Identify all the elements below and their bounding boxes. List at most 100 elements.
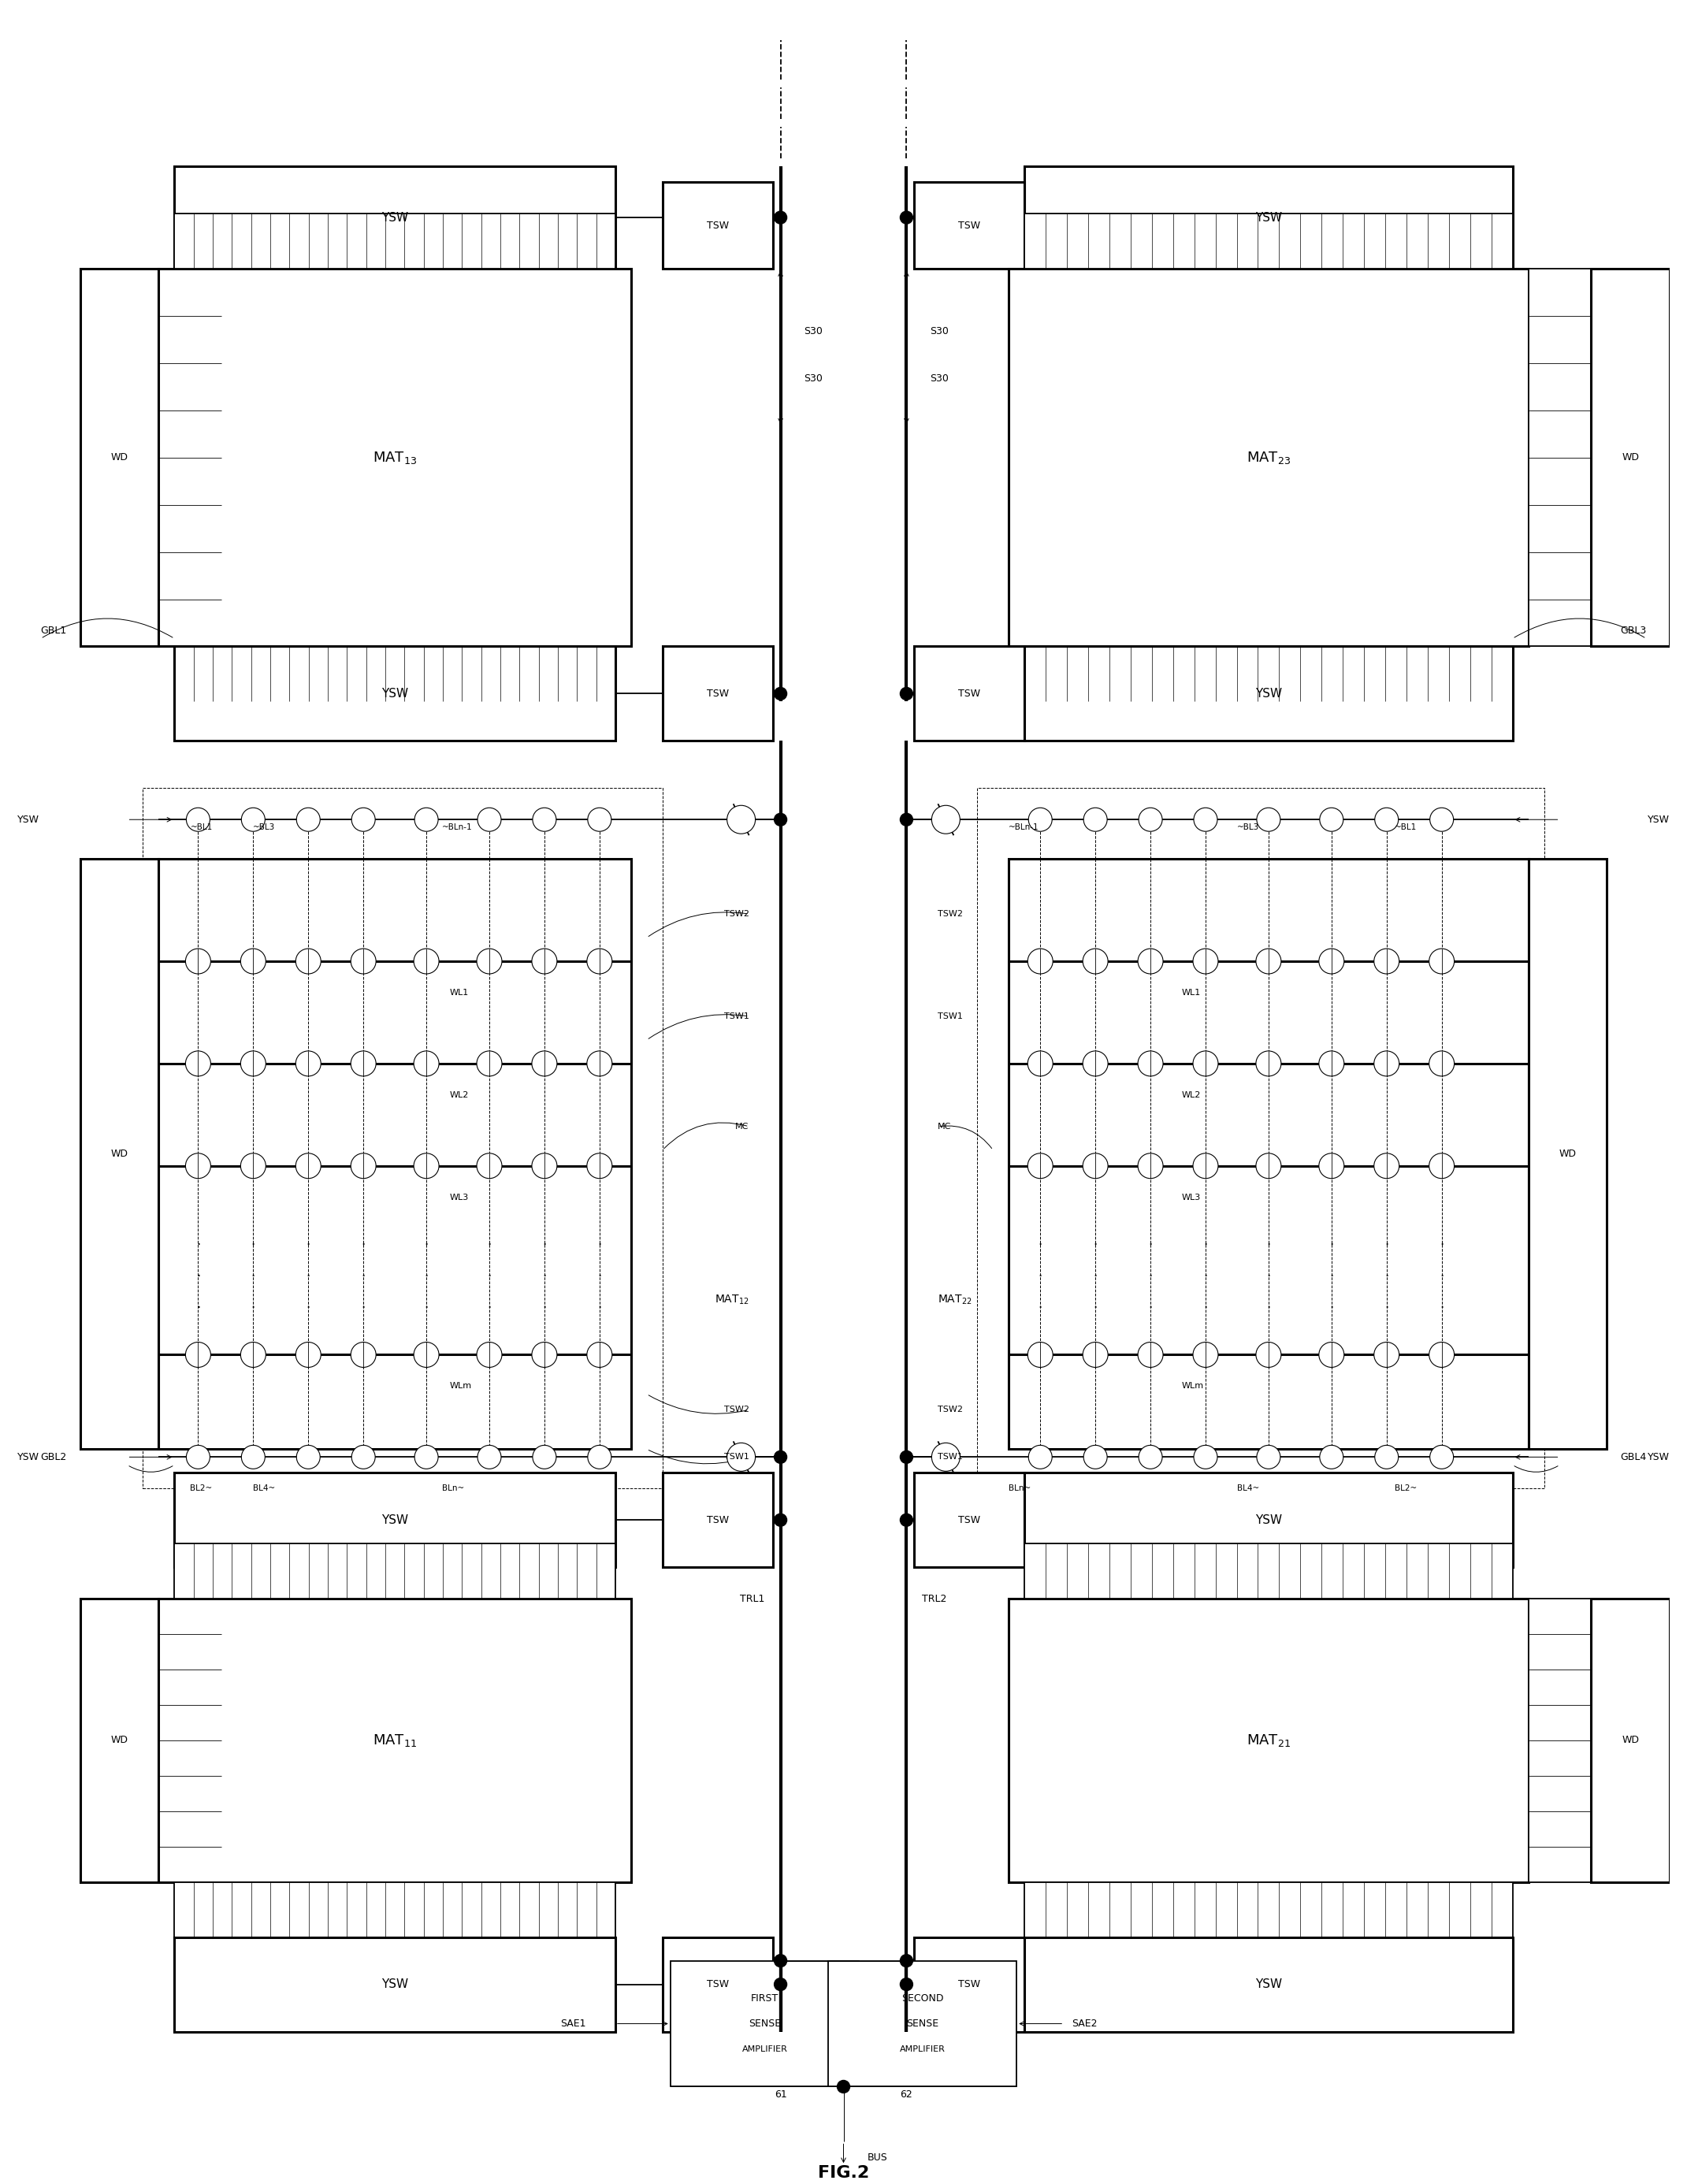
Circle shape: [901, 1979, 913, 1990]
Bar: [663, 181, 773, 269]
Circle shape: [1193, 1153, 1218, 1179]
Text: WLm: WLm: [1183, 1382, 1205, 1391]
Text: BL4~: BL4~: [253, 1485, 275, 1492]
Circle shape: [727, 806, 756, 834]
Text: ·: ·: [1267, 1299, 1270, 1315]
Circle shape: [1319, 808, 1343, 832]
Bar: [670, 1961, 859, 2086]
Text: MAT$_{21}$: MAT$_{21}$: [1247, 1732, 1291, 1747]
Text: ·: ·: [1203, 1269, 1208, 1284]
Circle shape: [531, 948, 557, 974]
Circle shape: [1373, 1153, 1399, 1179]
Text: MAT$_{22}$: MAT$_{22}$: [938, 1293, 972, 1306]
Circle shape: [241, 948, 267, 974]
Text: TSW: TSW: [958, 1516, 980, 1524]
Text: YSW: YSW: [1255, 1514, 1282, 1527]
Circle shape: [241, 1051, 267, 1077]
Text: TSW: TSW: [958, 688, 980, 699]
Circle shape: [1027, 1343, 1053, 1367]
Bar: [663, 1472, 773, 1568]
Circle shape: [1255, 1343, 1280, 1367]
Circle shape: [531, 1343, 557, 1367]
Text: ~BL3: ~BL3: [1237, 823, 1259, 832]
Text: ·: ·: [1329, 1269, 1333, 1284]
Text: WL2: WL2: [450, 1092, 469, 1099]
Text: YSW: YSW: [1255, 212, 1282, 223]
Circle shape: [1319, 948, 1345, 974]
Text: TSW: TSW: [707, 1516, 729, 1524]
Text: MC: MC: [736, 1123, 749, 1131]
Circle shape: [587, 808, 611, 832]
Text: ·: ·: [1038, 1238, 1043, 1251]
Text: WL2: WL2: [1183, 1092, 1201, 1099]
Bar: [1024, 1883, 1513, 1937]
Text: ·: ·: [1038, 1299, 1043, 1315]
Bar: [1024, 214, 1513, 269]
Bar: [174, 1472, 616, 1568]
Circle shape: [413, 1051, 439, 1077]
Circle shape: [297, 1446, 321, 1470]
Text: TRL1: TRL1: [741, 1594, 764, 1603]
Text: WD: WD: [1559, 1149, 1576, 1160]
Circle shape: [931, 1444, 960, 1472]
Circle shape: [351, 948, 376, 974]
Text: ·: ·: [425, 1269, 428, 1284]
Bar: [663, 646, 773, 740]
Text: 62: 62: [901, 2090, 913, 2099]
Bar: [1591, 269, 1670, 646]
Text: ~BL1: ~BL1: [191, 823, 213, 832]
Text: ·: ·: [488, 1269, 491, 1284]
Circle shape: [1193, 948, 1218, 974]
Circle shape: [241, 1446, 265, 1470]
Text: ·: ·: [196, 1269, 201, 1284]
Circle shape: [1027, 1153, 1053, 1179]
Circle shape: [1137, 948, 1162, 974]
Text: TSW1: TSW1: [724, 1452, 749, 1461]
Circle shape: [727, 1444, 756, 1472]
Circle shape: [351, 1153, 376, 1179]
Circle shape: [1319, 1051, 1345, 1077]
Circle shape: [1257, 1446, 1280, 1470]
Bar: [159, 858, 631, 1450]
Bar: [1024, 1937, 1513, 2031]
Text: YSW: YSW: [381, 212, 408, 223]
Text: ·: ·: [597, 1238, 602, 1251]
Text: GBL1: GBL1: [40, 625, 67, 636]
Circle shape: [1429, 1343, 1454, 1367]
Circle shape: [1139, 1446, 1162, 1470]
Text: ·: ·: [1203, 1299, 1208, 1315]
Text: SENSE: SENSE: [749, 2018, 781, 2029]
Text: AMPLIFIER: AMPLIFIER: [899, 2044, 945, 2053]
Circle shape: [1193, 1051, 1218, 1077]
Text: FIG.2: FIG.2: [818, 2164, 869, 2182]
Circle shape: [297, 808, 321, 832]
Text: YSW: YSW: [1648, 1452, 1670, 1461]
Text: BUS: BUS: [867, 2153, 887, 2162]
Circle shape: [186, 948, 211, 974]
Text: ·: ·: [307, 1299, 310, 1315]
Circle shape: [477, 808, 501, 832]
Text: GBL2: GBL2: [40, 1452, 67, 1461]
Circle shape: [531, 1051, 557, 1077]
Text: ·: ·: [251, 1299, 255, 1315]
Circle shape: [533, 1446, 557, 1470]
Circle shape: [1083, 1051, 1108, 1077]
Text: TSW2: TSW2: [724, 1406, 749, 1413]
Circle shape: [1139, 808, 1162, 832]
Text: ·: ·: [1038, 1269, 1043, 1284]
Circle shape: [477, 1446, 501, 1470]
Bar: [914, 1472, 1024, 1568]
Circle shape: [351, 1343, 376, 1367]
Circle shape: [295, 1153, 321, 1179]
Circle shape: [1373, 1343, 1399, 1367]
Circle shape: [1429, 948, 1454, 974]
Text: ·: ·: [1385, 1269, 1388, 1284]
Text: ·: ·: [251, 1269, 255, 1284]
Bar: [977, 788, 1544, 1489]
Text: ·: ·: [1439, 1269, 1444, 1284]
Text: TSW: TSW: [707, 688, 729, 699]
Bar: [1024, 1544, 1513, 1599]
Text: WL3: WL3: [450, 1192, 469, 1201]
Text: TSW: TSW: [707, 1979, 729, 1990]
Text: YSW: YSW: [17, 815, 39, 826]
